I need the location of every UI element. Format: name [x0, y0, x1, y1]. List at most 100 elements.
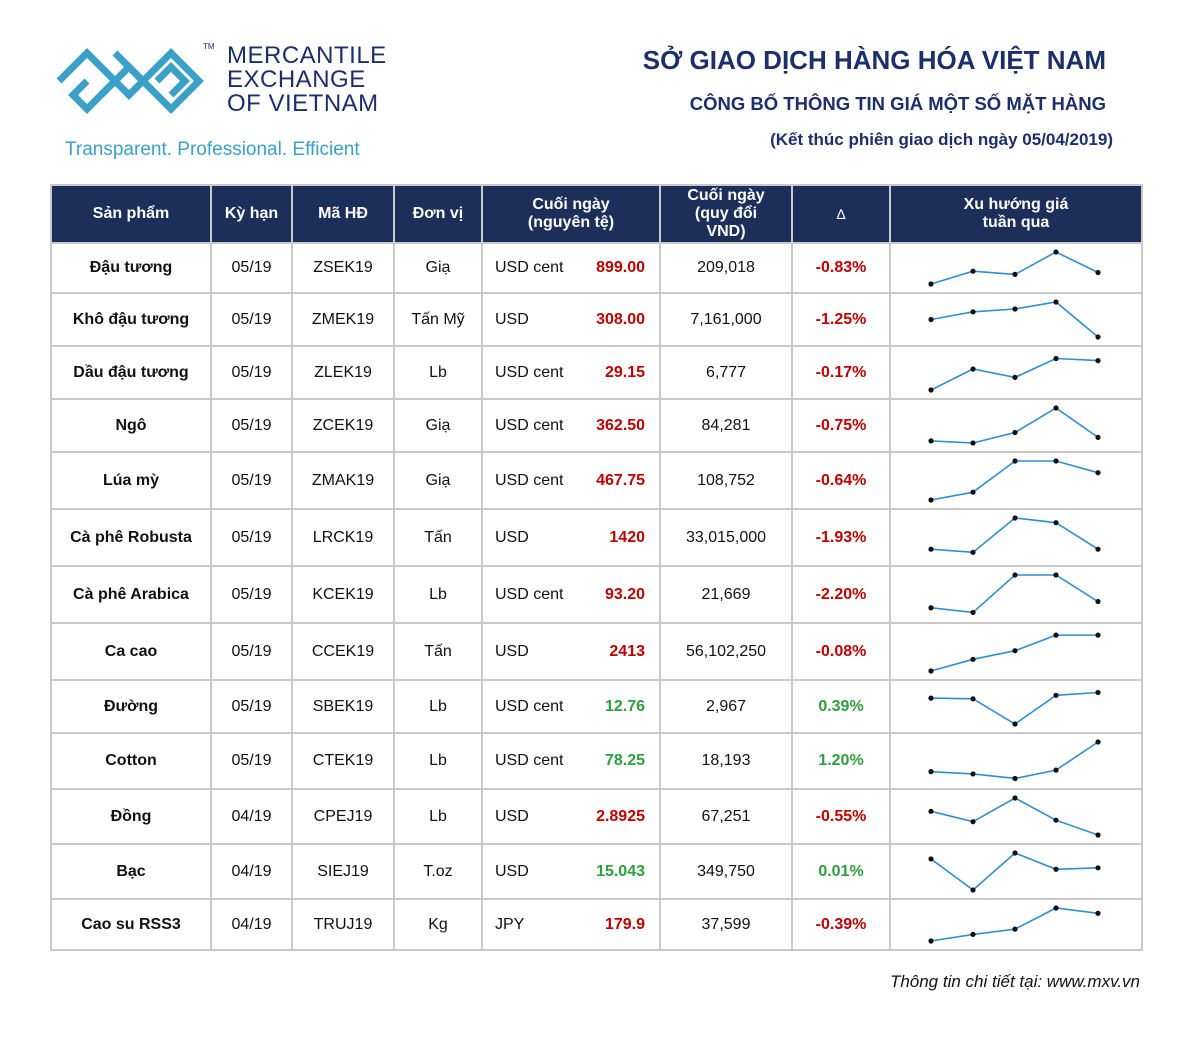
unit-cell: Tấn Mỹ: [393, 292, 483, 347]
close-orig-wrap: USD cent 899.00: [483, 259, 659, 277]
close-vnd-cell: 2,967: [659, 679, 793, 734]
trend-point: [1095, 689, 1101, 696]
close-price: 29.15: [604, 363, 645, 381]
unit-cell: Giạ: [393, 398, 483, 453]
product-name: Đường: [50, 679, 212, 734]
trend-line: [930, 357, 1099, 391]
delta-cell: -0.17%: [791, 345, 891, 400]
close-orig-cell: USD cent 29.15: [481, 345, 661, 400]
trend-point: [1012, 271, 1018, 277]
trend-line: [930, 741, 1099, 780]
trend-point: [970, 440, 976, 446]
product-name: Ca cao: [50, 622, 212, 681]
trend-point: [1095, 269, 1101, 276]
mxv-logo: TM MERCANTILE EXCHANGE OF VIETNAM: [55, 40, 395, 165]
trend-sparkline: [928, 249, 1101, 287]
trend-sparkline: [928, 299, 1101, 340]
trend-point: [928, 497, 934, 503]
product-name: Bạc: [50, 843, 212, 900]
trend-cell: [889, 843, 1143, 900]
contract-code: KCEK19: [291, 565, 395, 624]
close-price: 362.50: [596, 416, 645, 434]
unit-cell: Lb: [393, 788, 483, 845]
tagline: Transparent. Professional. Efficient: [65, 139, 360, 160]
currency-label: USD: [495, 310, 529, 328]
trend-point: [1053, 866, 1059, 872]
trend-point: [1095, 632, 1101, 638]
trend-point: [1012, 926, 1018, 932]
trend-point: [928, 668, 934, 674]
trend-cell: [889, 898, 1143, 951]
col-header-close-orig-text: Cuối ngày (nguyên tệ): [527, 196, 615, 231]
trend-point: [1095, 334, 1101, 340]
unit-cell: Giạ: [393, 451, 483, 510]
trend-point: [1012, 721, 1018, 727]
trend-point: [1012, 306, 1018, 312]
product-name: Cotton: [50, 732, 212, 790]
close-price: 308.00: [596, 310, 645, 328]
delta-cell: -0.83%: [791, 242, 891, 294]
trend-cell: [889, 679, 1143, 734]
trend-line: [930, 574, 1099, 614]
term-cell: 04/19: [210, 843, 293, 900]
term-cell: 05/19: [210, 679, 293, 734]
trend-point: [1053, 767, 1059, 773]
trend-line: [930, 251, 1099, 285]
trend-point: [1053, 905, 1059, 911]
currency-label: USD cent: [495, 471, 564, 489]
trend-point: [1053, 520, 1059, 526]
delta-cell: -1.93%: [791, 508, 891, 567]
trend-point: [928, 387, 934, 393]
close-vnd-cell: 209,018: [659, 242, 793, 294]
trend-line: [930, 852, 1099, 892]
logo-wordmark: MERCANTILE EXCHANGE OF VIETNAM: [227, 44, 387, 116]
contract-code: LRCK19: [291, 508, 395, 567]
table-row: Bạc 04/19 SIEJ19 T.oz USD 15.043 349,750 0.01%: [50, 843, 1143, 900]
col-header-delta: ∆: [791, 184, 891, 244]
close-price: 899.00: [596, 259, 645, 276]
product-name: Ngô: [50, 398, 212, 453]
close-vnd-cell: 67,251: [659, 788, 793, 845]
trend-point: [970, 887, 976, 893]
delta-cell: 1.20%: [791, 732, 891, 790]
trend-cell: [889, 345, 1143, 400]
currency-label: USD: [495, 807, 529, 825]
trend-sparkline: [928, 572, 1101, 616]
trend-sparkline: [928, 515, 1101, 555]
trend-point: [928, 856, 934, 862]
delta-cell: 0.01%: [791, 843, 891, 900]
term-cell: 05/19: [210, 565, 293, 624]
product-name: Dầu đậu tương: [50, 345, 212, 400]
term-cell: 05/19: [210, 451, 293, 510]
close-orig-cell: USD 1420: [481, 508, 661, 567]
close-price: 12.76: [604, 697, 645, 715]
table-row: Lúa mỳ 05/19 ZMAK19 Giạ USD cent 467.75 108,75…: [50, 451, 1143, 510]
contract-code: CCEK19: [291, 622, 395, 681]
trend-point: [1012, 374, 1018, 380]
page-title: SỞ GIAO DỊCH HÀNG HÓA VIỆT NAM: [642, 45, 1106, 75]
term-cell: 04/19: [210, 898, 293, 951]
trend-point: [1012, 458, 1018, 464]
close-price: 78.25: [604, 752, 645, 769]
trend-point: [1053, 458, 1059, 464]
currency-label: USD cent: [495, 585, 564, 603]
currency-label: USD: [495, 528, 529, 546]
col-header-close-vnd: Cuối ngày (quy đổi VND): [659, 184, 793, 244]
delta-cell: -0.55%: [791, 788, 891, 845]
trend-point: [1095, 865, 1101, 871]
trend-line: [930, 460, 1099, 501]
contract-code: ZSEK19: [291, 242, 395, 294]
term-cell: 05/19: [210, 345, 293, 400]
unit-cell: T.oz: [393, 843, 483, 900]
close-orig-wrap: USD 1420: [483, 529, 659, 547]
delta-cell: -2.20%: [791, 565, 891, 624]
table-row: Đường 05/19 SBEK19 Lb USD cent 12.76 2,967 0.39…: [50, 679, 1143, 734]
table-row: Khô đậu tương 05/19 ZMEK19 Tấn Mỹ USD 308.00 7…: [50, 292, 1143, 347]
close-orig-wrap: USD cent 29.15: [483, 364, 659, 382]
trend-point: [1095, 598, 1101, 605]
currency-label: USD: [495, 862, 529, 880]
trend-cell: [889, 508, 1143, 567]
close-price: 93.20: [604, 585, 645, 603]
product-name: Lúa mỳ: [50, 451, 212, 510]
trend-point: [970, 656, 976, 662]
